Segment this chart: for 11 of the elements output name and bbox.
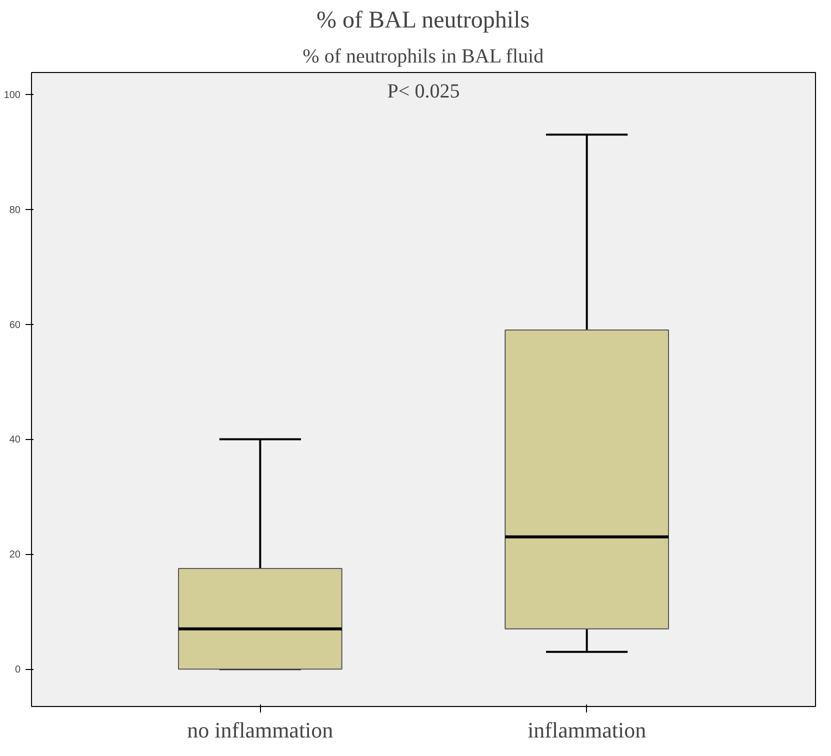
x-tick-label: no inflammation: [187, 718, 334, 742]
y-tick-label: 60: [9, 320, 21, 331]
y-tick-label: 0: [14, 664, 21, 676]
annotation: P< 0.025: [387, 80, 460, 102]
x-tick-label: inflammation: [528, 718, 646, 742]
y-tick-label: 100: [4, 90, 21, 101]
y-tick-label: 80: [9, 204, 21, 216]
y-tick-label: 40: [9, 434, 21, 446]
y-tick-label: 20: [9, 550, 21, 561]
chart-subtitle: % of neutrophils in BAL fluid: [302, 46, 544, 68]
chart-title: % of BAL neutrophils: [316, 8, 530, 34]
